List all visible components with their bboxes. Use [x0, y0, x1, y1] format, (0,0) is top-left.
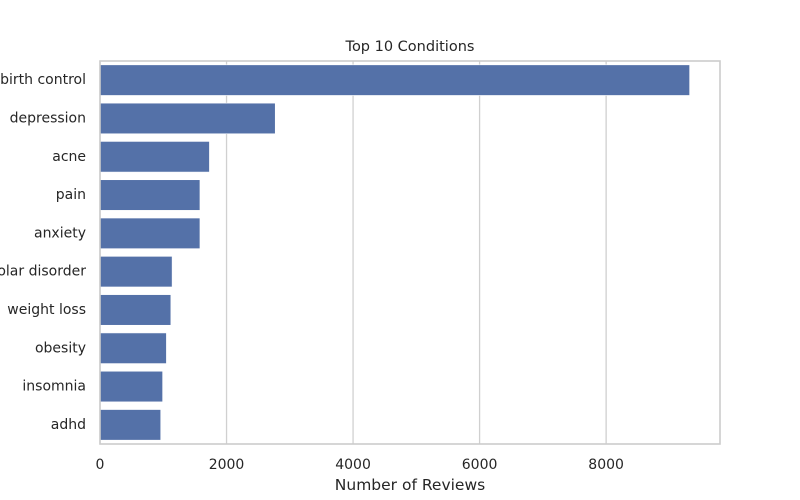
y-tick-label-anxiety: anxiety	[34, 225, 86, 241]
y-tick-label-birth-control: birth control	[0, 72, 86, 88]
bar-weight-loss	[99, 294, 172, 326]
bar-insomnia	[99, 370, 163, 403]
bar-bipolar-disorder	[99, 256, 173, 288]
y-tick-labels: birth control depression acne pain anxiety bi…	[0, 72, 86, 433]
y-tick-label-insomnia: insomnia	[22, 379, 86, 395]
x-axis-label: Number of Reviews	[335, 476, 485, 494]
y-tick-label-depression: depression	[10, 110, 86, 126]
bar-adhd	[99, 409, 162, 441]
x-tick-label-2000: 2000	[209, 457, 245, 473]
bar-pain	[99, 179, 201, 211]
x-tick-label-6000: 6000	[462, 457, 498, 473]
x-tick-label-0: 0	[96, 457, 105, 473]
y-tick-label-acne: acne	[52, 149, 86, 165]
chart-title: Top 10 Conditions	[345, 39, 475, 55]
y-tick-label-pain: pain	[56, 187, 86, 203]
y-tick-label-obesity: obesity	[35, 340, 86, 356]
y-tick-label-bipolar-disorder: bipolar disorder	[0, 264, 86, 280]
x-tick-label-8000: 8000	[588, 457, 624, 473]
bars	[99, 64, 690, 441]
x-tick-label-4000: 4000	[335, 457, 371, 473]
y-tick-label-weight-loss: weight loss	[7, 302, 86, 318]
x-tick-labels: 0 2000 4000 6000 8000	[96, 457, 624, 473]
bar-depression	[99, 102, 276, 135]
bar-obesity	[99, 332, 167, 364]
y-tick-label-adhd: adhd	[51, 417, 86, 433]
plot-frame	[99, 60, 721, 445]
bar-birth-control	[99, 64, 690, 96]
bar-acne	[99, 141, 210, 173]
bar-anxiety	[99, 217, 201, 249]
